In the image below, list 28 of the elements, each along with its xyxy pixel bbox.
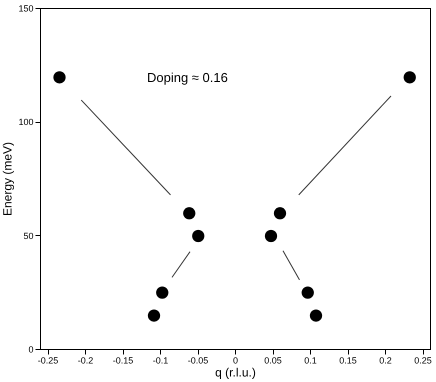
x-tick-label: -0.25: [38, 356, 58, 366]
x-tick-label: 0.05: [264, 356, 282, 366]
y-tick-label: 50: [23, 230, 34, 241]
point: [192, 230, 204, 242]
x-tick-label: 0.25: [414, 356, 432, 366]
y-tick-label: 150: [18, 4, 34, 14]
x-tick-label: -0.2: [78, 356, 94, 366]
point: [148, 309, 160, 322]
point: [274, 207, 286, 220]
point: [183, 207, 196, 220]
point: [156, 286, 168, 299]
x-tick-label: -0.1: [152, 356, 168, 366]
x-tick-label: 0.1: [304, 356, 317, 366]
y-axis-title: Energy (meV): [0, 142, 14, 216]
annotation: Doping ≈ 0.16: [147, 70, 228, 85]
x-tick-label: 0: [232, 356, 238, 366]
point: [310, 309, 322, 322]
point: [53, 71, 66, 84]
x-tick-label: 0.15: [339, 356, 357, 366]
x-axis-title: q (r.l.u.): [215, 366, 256, 380]
point: [302, 286, 314, 299]
x-tick-label: 0.2: [379, 356, 392, 366]
y-tick-label: 100: [18, 117, 34, 128]
point: [264, 230, 278, 242]
point: [404, 71, 416, 84]
x-tick-label: -0.05: [188, 356, 208, 366]
y-tick-label: 0: [28, 344, 34, 354]
x-tick-label: -0.15: [112, 356, 134, 366]
